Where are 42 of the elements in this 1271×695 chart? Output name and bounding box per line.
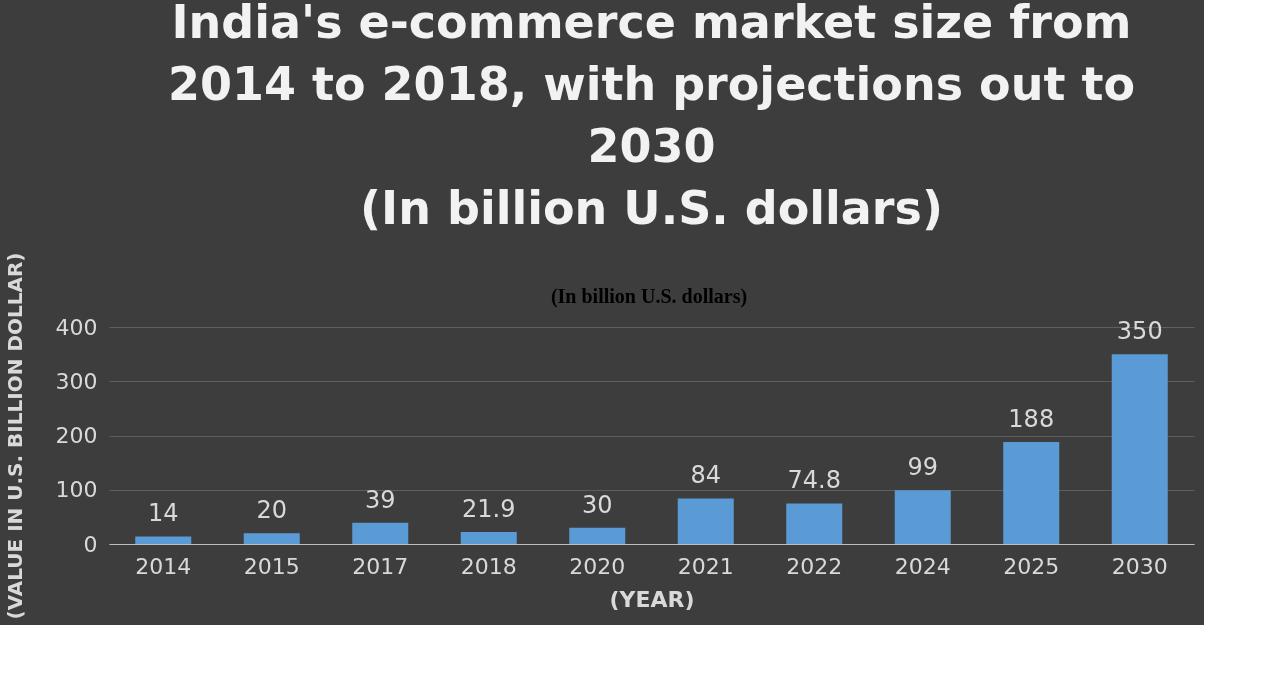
x-tick-label: 2030 xyxy=(1111,553,1168,579)
bar xyxy=(1003,442,1060,544)
x-tick-label: 2017 xyxy=(352,553,409,579)
text: (In billion U.S. dollars) xyxy=(360,180,943,235)
data-label: 21.9 xyxy=(462,495,516,524)
bar xyxy=(135,536,192,544)
bar xyxy=(894,490,951,544)
text: India's e-commerce market size from xyxy=(171,0,1132,49)
bar xyxy=(569,527,626,544)
category-label: 2030 xyxy=(587,118,716,173)
data-label: 20 xyxy=(256,496,288,525)
y-tick-label: 100 xyxy=(55,477,98,503)
bar xyxy=(1111,354,1168,544)
bar xyxy=(460,532,517,544)
x-tick-label: 2021 xyxy=(677,553,734,579)
x-axis-title: (YEAR) xyxy=(609,586,695,612)
x-tick-label: 2014 xyxy=(135,553,192,579)
y-axis-title: (VALUE IN U.S. BILLION DOLLAR) xyxy=(2,252,27,620)
x-tick-label: 2018 xyxy=(460,553,517,579)
text: (In billion U.S. dollars) xyxy=(550,285,748,308)
data-label: 74.8 xyxy=(787,466,841,495)
data-label: 350 xyxy=(1116,317,1163,346)
x-tick-label: 2022 xyxy=(786,553,843,579)
text: 2014 to 2018, with projections out to xyxy=(167,56,1136,111)
bar xyxy=(786,503,843,544)
data-label: 39 xyxy=(364,485,396,514)
data-label: 84 xyxy=(690,461,722,490)
y-tick-label: 300 xyxy=(55,368,98,394)
y-tick-label: 0 xyxy=(83,531,98,557)
data-label: 99 xyxy=(907,453,939,482)
data-label: 14 xyxy=(147,499,179,528)
x-tick-label: 2015 xyxy=(243,553,300,579)
x-tick-label: 2024 xyxy=(894,553,951,579)
y-tick-label: 400 xyxy=(55,314,98,340)
bar xyxy=(243,533,300,544)
bar xyxy=(352,522,409,544)
bar xyxy=(677,498,734,544)
x-tick-label: 2020 xyxy=(569,553,626,579)
data-label: 30 xyxy=(581,490,613,519)
x-tick-label: 2025 xyxy=(1003,553,1060,579)
data-label: 188 xyxy=(1008,405,1055,434)
y-tick-label: 200 xyxy=(55,423,98,448)
